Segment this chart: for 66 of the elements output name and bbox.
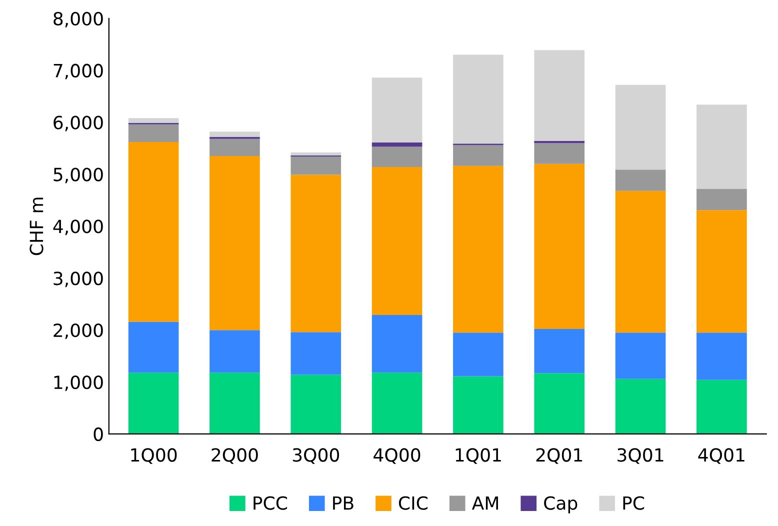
x-tick-label: 3Q00: [292, 448, 340, 464]
y-tick-label: 3,000: [54, 272, 103, 288]
bar: [128, 124, 179, 142]
bar: [128, 372, 179, 434]
bar: [615, 84, 666, 170]
bar: [534, 373, 585, 434]
bar: [290, 156, 342, 175]
bar: [372, 315, 422, 373]
x-tick-label: 3Q01: [618, 448, 664, 464]
bar: [290, 174, 342, 332]
bar: [372, 78, 422, 143]
bar: [453, 376, 504, 434]
bar: [453, 166, 504, 333]
bar: [534, 50, 585, 141]
legend-label: PC: [623, 496, 644, 510]
bar: [696, 188, 747, 210]
bar: [372, 372, 422, 434]
bar: [372, 146, 422, 167]
x-tick-label: 1Q01: [456, 448, 501, 464]
bar: [453, 145, 504, 166]
y-tick-label: 8,000: [54, 12, 103, 28]
bar: [210, 138, 260, 156]
bar: [615, 190, 666, 333]
bar: [128, 322, 179, 373]
y-tick-label: 6,000: [54, 116, 103, 132]
bar: [615, 170, 666, 191]
bar: [615, 332, 666, 379]
x-tick-label: 2Q01: [536, 448, 582, 464]
legend-label: PCC: [254, 496, 288, 510]
y-axis-title: CHF m: [30, 198, 44, 256]
bar: [696, 104, 747, 189]
y-tick-label: 1,000: [54, 375, 103, 391]
bar: [615, 378, 666, 434]
x-tick-label: 1Q00: [131, 448, 177, 464]
y-tick-label: 7,000: [54, 64, 103, 80]
y-tick-label: 0: [94, 427, 103, 442]
bar: [453, 54, 504, 144]
bar: [290, 332, 342, 375]
bar: [128, 118, 179, 123]
bar: [210, 330, 260, 373]
x-tick-label: 2Q00: [212, 448, 258, 464]
bar: [696, 332, 747, 380]
bar: [534, 140, 585, 144]
bar: [372, 166, 422, 315]
bar: [453, 332, 504, 376]
y-tick-label: 4,000: [53, 220, 103, 236]
bar: [210, 372, 260, 434]
bar: [372, 142, 422, 147]
bar: [696, 210, 747, 333]
bar: [128, 142, 179, 322]
y-tick-label: 5,000: [54, 168, 103, 184]
y-tick-label: 2,000: [54, 324, 103, 340]
bar: [534, 329, 585, 374]
x-tick-label: 4Q01: [698, 448, 744, 464]
bar: [534, 164, 585, 330]
bar: [696, 380, 747, 434]
bar: [534, 143, 585, 164]
bar: [210, 132, 260, 137]
bar: [290, 374, 342, 434]
bar: [210, 156, 260, 330]
legend-label: CIC: [398, 496, 428, 510]
legend-label: Cap: [544, 496, 578, 514]
legend-label: AM: [472, 496, 498, 510]
x-tick-label: 4Q00: [374, 448, 420, 464]
legend-label: PB: [333, 496, 354, 510]
bar: [290, 152, 342, 156]
